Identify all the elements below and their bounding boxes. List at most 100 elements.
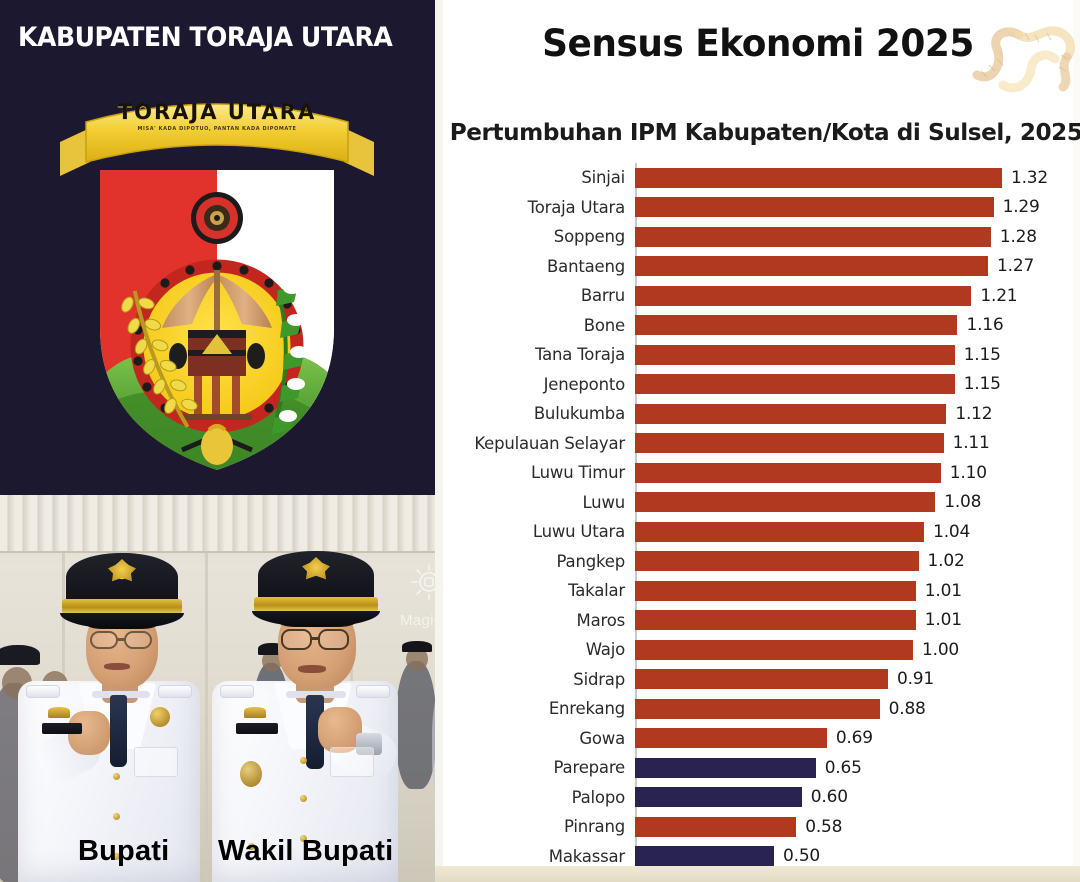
bupati-cap-brim (60, 613, 184, 629)
bar (635, 433, 944, 453)
bar-row: Luwu 1.08 (443, 488, 1073, 518)
bar-category-label: Takalar (568, 581, 625, 601)
wakil-glasses (318, 629, 349, 650)
bar-category-label: Makassar (548, 846, 625, 866)
tent-seam (205, 553, 208, 882)
bar-category-label: Gowa (579, 728, 625, 748)
bar-row: Bantaeng 1.27 (443, 252, 1073, 282)
bar-row: Tana Toraja 1.15 (443, 340, 1073, 370)
bupati-glasses-bridge (117, 638, 126, 641)
background-person (432, 673, 435, 813)
bupati-button (113, 853, 120, 860)
bar-value-label: 1.10 (949, 462, 987, 483)
bar (635, 521, 925, 542)
background-person-cap (0, 645, 40, 665)
bar-row: Palopo 0.60 (443, 783, 1073, 813)
bupati-nametag (42, 723, 82, 734)
bar-value-label: 1.15 (963, 344, 1001, 365)
bar-value-label: 1.15 (963, 374, 1001, 395)
bar-value-label: 0.88 (888, 698, 926, 719)
background-person (262, 650, 282, 672)
bupati-cap-band (62, 599, 182, 614)
bupati-shoulder-board (158, 685, 192, 698)
bar-value-label: 0.60 (810, 787, 848, 808)
wakil-cap-brim (252, 611, 380, 627)
bar (635, 403, 947, 424)
bar-category-label: Bone (583, 315, 625, 335)
bar-chart-plot: Sinjai 1.32 Toraja Utara 1.29 Soppeng 1.28 Ban… (443, 163, 1073, 869)
officials-photo: ⬤ (0, 495, 435, 882)
wakil-glasses (281, 629, 312, 650)
bar-category-label: Soppeng (553, 227, 625, 247)
wakil-medal (240, 761, 262, 787)
bar-row: Luwu Timur 1.10 (443, 458, 1073, 488)
bar-value-label: 1.01 (924, 580, 962, 601)
wakil-fist (318, 707, 362, 753)
bupati-button (113, 773, 120, 780)
chart-suptitle: Sensus Ekonomi 2025 (542, 22, 974, 65)
bar-value-label: 0.50 (783, 846, 821, 867)
bar (635, 285, 972, 306)
wakil-insignia (244, 707, 266, 718)
bar-row: Sinjai 1.32 (443, 163, 1073, 193)
bar-value-label: 1.12 (955, 403, 993, 424)
bar-row: Gowa 0.69 (443, 724, 1073, 754)
bar-row: Luwu Utara 1.04 (443, 517, 1073, 547)
page-title: KABUPATEN TORAJA UTARA (18, 22, 393, 53)
bar-category-label: Maros (576, 610, 626, 630)
chart-left-edge (435, 0, 443, 866)
wakil-cap-band (254, 597, 378, 612)
bupati-necktie (110, 695, 127, 767)
bar-value-label: 0.58 (805, 816, 843, 837)
label-bupati: Bupati (78, 835, 170, 867)
left-panel: KABUPATEN TORAJA UTARA (0, 0, 435, 882)
bar-category-label: Sidrap (573, 669, 625, 689)
bar-value-label: 1.28 (999, 226, 1037, 247)
bar-value-label: 1.27 (997, 256, 1035, 277)
bupati-shoulder-board (26, 685, 60, 698)
bar-category-label: Wajo (585, 640, 625, 660)
bar-row: Makassar 0.50 (443, 842, 1073, 872)
bar-value-label: 1.02 (927, 551, 965, 572)
bar (635, 610, 916, 630)
bar-value-label: 1.21 (980, 285, 1018, 306)
bar-value-label: 1.32 (1010, 167, 1049, 188)
bupati-medal (150, 707, 170, 727)
bar-category-label: Parepare (553, 758, 626, 778)
bar-category-label: Jeneponto (543, 374, 626, 394)
wakil-shoulder-board (220, 685, 254, 698)
wakil-button (248, 843, 255, 850)
bupati-mouth (104, 663, 130, 670)
bar-category-label: Luwu Timur (530, 463, 625, 483)
wakil-glasses-bridge (311, 637, 320, 640)
bar-row: Pangkep 1.02 (443, 547, 1073, 577)
bar-category-label: Luwu (582, 492, 625, 512)
bar (635, 816, 797, 837)
wakil-necktie (306, 695, 324, 769)
background-person (406, 647, 428, 671)
bar (635, 551, 919, 571)
label-wakil-bupati: Wakil Bupati (218, 835, 394, 867)
wakil-mouth (298, 665, 326, 673)
bar-value-label: 1.00 (922, 639, 960, 660)
bar-value-label: 1.11 (952, 433, 990, 454)
bupati-insignia (48, 707, 70, 718)
bupati-pocket (134, 747, 178, 777)
bar-category-label: Luwu Utara (532, 522, 625, 542)
bar-category-label: Bulukumba (533, 404, 625, 424)
background-person (396, 661, 435, 789)
bar (635, 315, 958, 335)
bar-category-label: Enrekang (548, 699, 625, 719)
wakil-pocket (330, 747, 374, 777)
wakil-button (300, 795, 307, 802)
bar (635, 787, 802, 807)
bar-row: Bone 1.16 (443, 311, 1073, 341)
coat-of-arms-emblem: TORAJA UTARA MISA' KADA DIPOTUO, PANTAN … (42, 78, 392, 478)
bar-category-label: Pangkep (556, 551, 626, 571)
wakil-watch (356, 733, 382, 755)
coat-of-arms-icon (60, 103, 374, 470)
bar-value-label: 1.01 (924, 610, 962, 631)
bar-category-label: Tana Toraja (534, 345, 625, 365)
bupati-glasses (90, 631, 118, 649)
bar (635, 669, 888, 689)
